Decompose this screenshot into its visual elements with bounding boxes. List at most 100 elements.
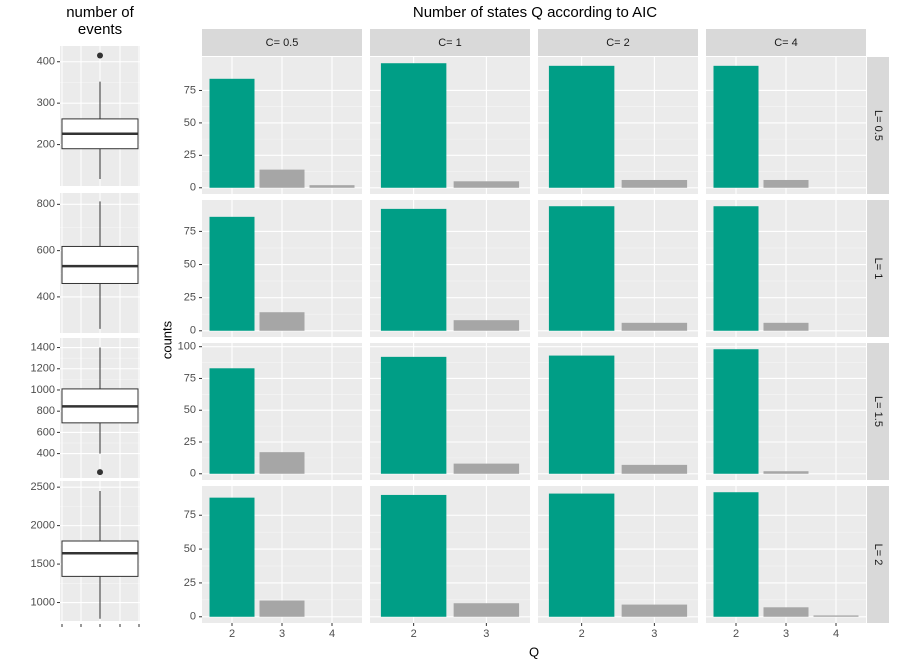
row-strip <box>867 57 889 194</box>
boxplot-title: number of events <box>66 4 134 38</box>
x-tick-label: 3 <box>483 628 489 640</box>
row-strip <box>867 486 889 623</box>
bar <box>621 464 688 474</box>
y-tick-label: 1000 <box>31 384 55 396</box>
outlier <box>97 469 103 476</box>
y-tick-label: 400 <box>37 56 55 68</box>
bar <box>380 494 447 617</box>
y-tick-label: 0 <box>190 325 196 337</box>
y-tick-label: 2500 <box>31 481 55 493</box>
bar <box>259 600 305 617</box>
bar <box>548 206 615 331</box>
row-strip-label: L= 0.5 <box>872 110 884 141</box>
bar <box>380 63 447 188</box>
bar <box>209 368 255 474</box>
row-strip-label: L= 2 <box>872 544 884 566</box>
y-tick-label: 50 <box>184 117 196 129</box>
bar <box>453 181 520 188</box>
column-strip-label: C= 2 <box>606 37 630 49</box>
column-strip-label: C= 0.5 <box>266 37 299 49</box>
y-tick-label: 800 <box>37 405 55 417</box>
bar <box>548 65 615 188</box>
y-tick-label: 0 <box>190 182 196 194</box>
column-strip-label: C= 4 <box>774 37 798 49</box>
bar <box>548 493 615 617</box>
bar <box>380 208 447 331</box>
x-tick-label: 4 <box>329 628 335 640</box>
y-tick-label: 300 <box>37 97 55 109</box>
y-tick-label: 25 <box>184 436 196 448</box>
y-tick-label: 75 <box>184 225 196 237</box>
x-tick-label: 3 <box>651 628 657 640</box>
x-axis-label: Q <box>529 644 539 659</box>
x-tick-label: 3 <box>279 628 285 640</box>
y-tick-label: 400 <box>37 448 55 460</box>
bar <box>763 607 809 617</box>
x-tick-label: 4 <box>833 628 839 640</box>
bar <box>380 356 447 474</box>
bar <box>453 320 520 331</box>
y-tick-label: 0 <box>190 468 196 480</box>
bar <box>621 179 688 188</box>
y-tick-label: 2000 <box>31 520 55 532</box>
box <box>61 540 139 577</box>
y-tick-label: 1200 <box>31 363 55 375</box>
bar <box>621 322 688 331</box>
bar <box>548 355 615 474</box>
bar <box>259 169 305 188</box>
y-tick-label: 25 <box>184 577 196 589</box>
bar <box>259 312 305 331</box>
y-axis-label: counts <box>159 320 174 359</box>
y-tick-label: 1000 <box>31 596 55 608</box>
bar <box>209 216 255 331</box>
y-tick-label: 25 <box>184 292 196 304</box>
x-tick-label: 2 <box>579 628 585 640</box>
y-tick-label: 100 <box>178 341 196 353</box>
y-tick-label: 75 <box>184 509 196 521</box>
x-tick-label: 3 <box>783 628 789 640</box>
y-tick-label: 200 <box>37 138 55 150</box>
bar <box>813 615 859 617</box>
column-strip <box>538 29 698 56</box>
column-strip-label: C= 1 <box>438 37 462 49</box>
column-strip <box>706 29 866 56</box>
y-tick-label: 50 <box>184 543 196 555</box>
bar <box>713 65 759 188</box>
bar <box>209 78 255 188</box>
bar <box>453 603 520 617</box>
chart-title: Number of states Q according to AIC <box>413 4 657 21</box>
y-tick-label: 0 <box>190 611 196 623</box>
bar <box>259 452 305 474</box>
bar <box>713 492 759 617</box>
row-strip-label: L= 1.5 <box>872 396 884 427</box>
x-tick-label: 2 <box>411 628 417 640</box>
y-tick-label: 50 <box>184 258 196 270</box>
row-strip-label: L= 1 <box>872 258 884 280</box>
bar <box>713 206 759 331</box>
column-strip <box>370 29 530 56</box>
bar <box>763 471 809 474</box>
y-tick-label: 25 <box>184 149 196 161</box>
row-strip <box>867 200 889 337</box>
column-strip <box>202 29 362 56</box>
y-tick-label: 75 <box>184 372 196 384</box>
bar <box>621 604 688 617</box>
y-tick-label: 1500 <box>31 558 55 570</box>
bar <box>713 349 759 474</box>
bar <box>763 322 809 331</box>
outlier <box>97 52 103 59</box>
y-tick-label: 1400 <box>31 341 55 353</box>
x-tick-label: 2 <box>733 628 739 640</box>
y-tick-label: 400 <box>37 291 55 303</box>
bar <box>309 185 355 188</box>
y-tick-label: 600 <box>37 245 55 257</box>
x-tick-label: 2 <box>229 628 235 640</box>
row-strip <box>867 343 889 480</box>
bar <box>453 463 520 474</box>
y-tick-label: 75 <box>184 84 196 96</box>
bar <box>209 497 255 617</box>
y-tick-label: 50 <box>184 404 196 416</box>
bar <box>763 179 809 188</box>
y-tick-label: 600 <box>37 426 55 438</box>
